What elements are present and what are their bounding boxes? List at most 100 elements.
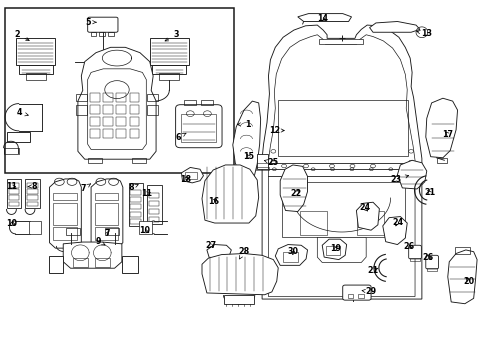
- Text: 8: 8: [129, 183, 138, 192]
- Bar: [117, 117, 126, 126]
- Polygon shape: [49, 256, 63, 273]
- Bar: [130, 219, 141, 224]
- Bar: [130, 197, 141, 202]
- Polygon shape: [224, 296, 254, 304]
- Bar: [185, 172, 197, 179]
- Bar: [95, 258, 110, 267]
- FancyBboxPatch shape: [343, 285, 371, 300]
- Text: 6: 6: [175, 133, 186, 142]
- Text: 18: 18: [180, 175, 191, 184]
- Bar: [8, 202, 19, 206]
- Polygon shape: [397, 160, 427, 189]
- FancyBboxPatch shape: [409, 245, 421, 259]
- Bar: [6, 179, 21, 208]
- Bar: [53, 193, 77, 201]
- Bar: [91, 32, 97, 36]
- Polygon shape: [356, 202, 379, 230]
- Polygon shape: [181, 167, 203, 183]
- Polygon shape: [322, 239, 346, 260]
- Bar: [358, 294, 364, 298]
- Bar: [437, 158, 447, 163]
- Polygon shape: [202, 253, 278, 295]
- Bar: [147, 105, 158, 116]
- Text: 7: 7: [104, 229, 110, 238]
- Bar: [147, 94, 158, 101]
- Bar: [108, 32, 114, 36]
- Bar: [95, 193, 119, 201]
- Polygon shape: [63, 242, 122, 268]
- Bar: [300, 211, 327, 234]
- Bar: [410, 258, 420, 261]
- Bar: [326, 246, 340, 255]
- Bar: [4, 148, 19, 154]
- Bar: [117, 129, 126, 138]
- Polygon shape: [150, 39, 189, 65]
- Bar: [26, 73, 46, 80]
- Polygon shape: [233, 101, 261, 178]
- Polygon shape: [426, 98, 458, 158]
- Text: 21: 21: [424, 188, 435, 197]
- Text: 24: 24: [359, 203, 370, 212]
- Polygon shape: [298, 14, 351, 22]
- Bar: [283, 252, 298, 262]
- Bar: [90, 129, 100, 138]
- Bar: [256, 167, 270, 170]
- Bar: [282, 182, 405, 237]
- Bar: [347, 294, 353, 298]
- Text: 2: 2: [14, 30, 29, 41]
- Bar: [103, 93, 113, 102]
- Text: 26: 26: [423, 253, 434, 262]
- Bar: [103, 105, 113, 114]
- Polygon shape: [78, 47, 156, 159]
- Text: 11: 11: [6, 182, 17, 191]
- Bar: [53, 227, 77, 240]
- Bar: [76, 94, 87, 101]
- Bar: [105, 228, 120, 235]
- Bar: [117, 105, 126, 114]
- Text: 27: 27: [205, 241, 217, 250]
- Bar: [90, 117, 100, 126]
- Bar: [29, 221, 41, 234]
- Polygon shape: [88, 69, 147, 149]
- Polygon shape: [202, 165, 259, 223]
- Polygon shape: [19, 65, 53, 74]
- Text: 4: 4: [17, 108, 28, 117]
- Bar: [201, 100, 213, 105]
- Polygon shape: [369, 22, 420, 32]
- Text: 20: 20: [463, 276, 474, 285]
- Polygon shape: [6, 132, 30, 142]
- FancyBboxPatch shape: [426, 255, 439, 269]
- Bar: [76, 105, 87, 116]
- Bar: [27, 195, 38, 200]
- Bar: [66, 228, 80, 235]
- FancyBboxPatch shape: [88, 17, 118, 32]
- Bar: [184, 100, 196, 105]
- Bar: [90, 93, 100, 102]
- Text: 16: 16: [208, 197, 219, 206]
- Bar: [427, 268, 437, 271]
- Polygon shape: [269, 35, 415, 297]
- Bar: [130, 117, 140, 126]
- Text: 8: 8: [28, 182, 37, 191]
- Text: 12: 12: [269, 126, 284, 135]
- Polygon shape: [383, 217, 407, 244]
- Text: 11: 11: [141, 189, 152, 198]
- Bar: [103, 129, 113, 138]
- FancyBboxPatch shape: [175, 105, 222, 148]
- Bar: [140, 221, 152, 234]
- Polygon shape: [275, 244, 308, 265]
- Bar: [181, 114, 216, 142]
- Polygon shape: [318, 237, 366, 262]
- Bar: [4, 8, 234, 173]
- Bar: [319, 39, 363, 44]
- Text: 3: 3: [165, 30, 179, 41]
- Bar: [95, 203, 119, 225]
- Text: 17: 17: [442, 130, 453, 139]
- Bar: [130, 129, 140, 138]
- Bar: [149, 201, 159, 206]
- Bar: [149, 217, 159, 222]
- Bar: [130, 190, 141, 195]
- Text: 1: 1: [237, 120, 250, 129]
- Text: 14: 14: [317, 14, 328, 23]
- Bar: [90, 105, 100, 114]
